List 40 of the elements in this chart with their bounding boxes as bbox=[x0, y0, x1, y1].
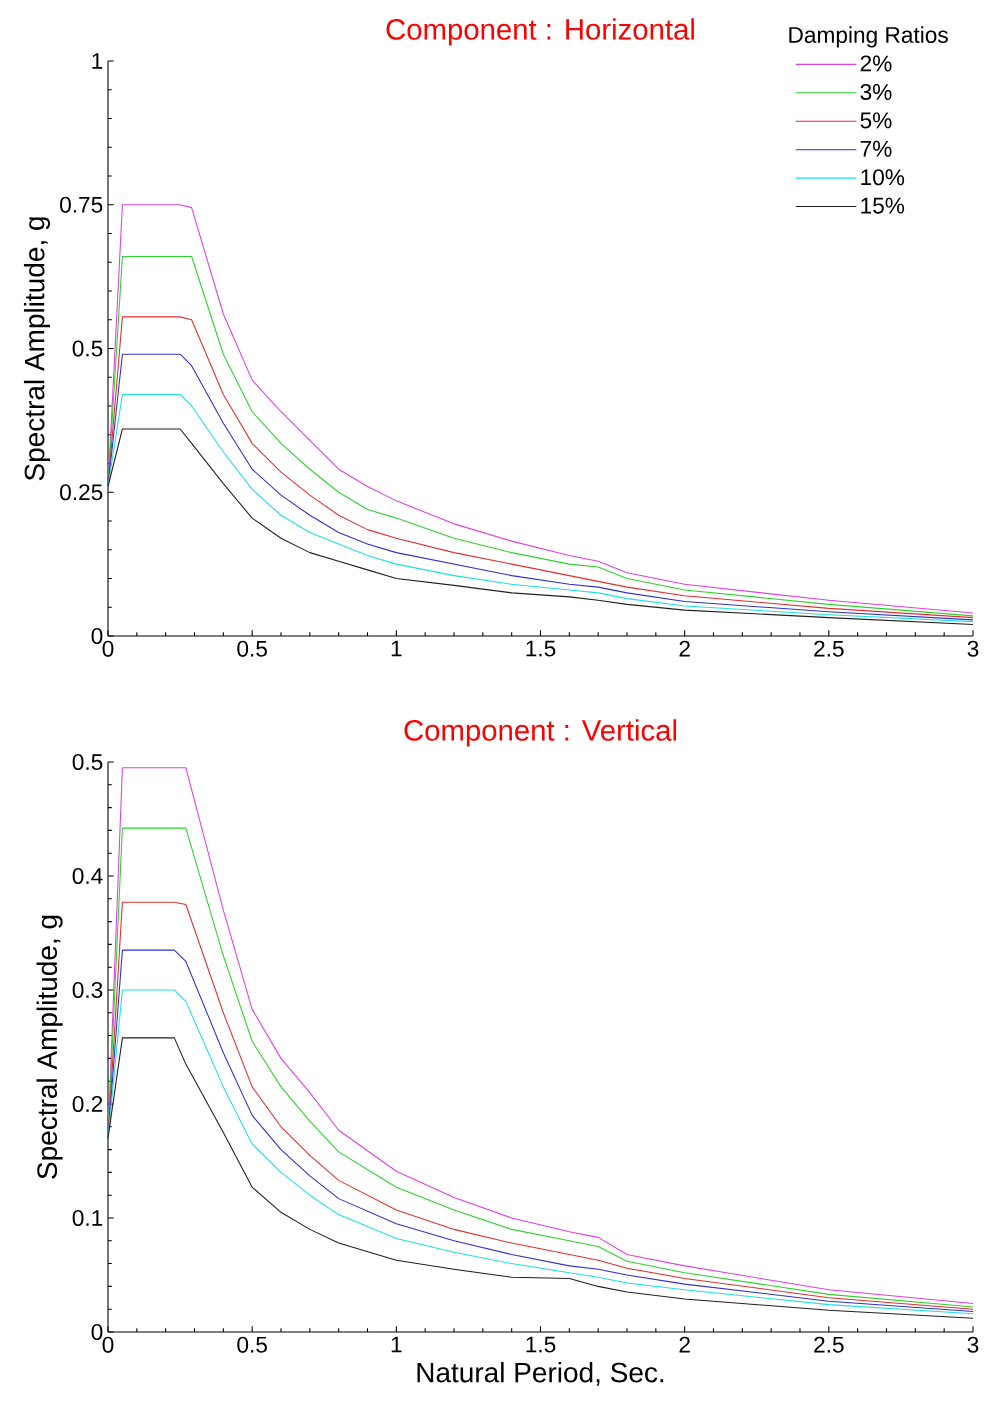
x-tick-label: 0.5 bbox=[237, 1336, 267, 1353]
legend-label: 7% bbox=[860, 140, 892, 157]
y-tick-label: 0 bbox=[91, 627, 103, 645]
line-series bbox=[107, 1037, 974, 1319]
x-tick-label: 1 bbox=[391, 640, 402, 657]
x-tick-label: 1 bbox=[391, 1336, 402, 1353]
x-tick-label: 0 bbox=[102, 1336, 114, 1353]
chart-title: Component : Horizontal bbox=[386, 18, 694, 46]
y-tick-label: 0 bbox=[91, 1323, 103, 1341]
x-axis-title: Natural Period, Sec. bbox=[417, 1361, 664, 1386]
legend-label: 5% bbox=[860, 112, 892, 129]
x-tick-label: 0.5 bbox=[237, 640, 267, 657]
line-series bbox=[107, 428, 974, 626]
y-tick-label: 0.3 bbox=[72, 981, 103, 999]
y-axis-title: Spectral Amplitude, g bbox=[23, 217, 51, 481]
chart-title: Component : Vertical bbox=[404, 719, 677, 747]
y-tick-label: 1 bbox=[92, 53, 103, 69]
x-tick-label: 2.5 bbox=[814, 1336, 844, 1353]
x-tick-label: 3 bbox=[967, 1336, 979, 1353]
legend-label: 10% bbox=[861, 169, 905, 186]
x-tick-label: 1.5 bbox=[526, 1336, 556, 1353]
legend-title: Damping Ratios bbox=[789, 26, 948, 48]
x-tick-label: 1.5 bbox=[526, 640, 556, 657]
y-tick-label: 0.5 bbox=[72, 753, 103, 771]
legend-label: 15% bbox=[861, 197, 905, 214]
x-tick-label: 2 bbox=[679, 1336, 690, 1353]
x-tick-label: 2.5 bbox=[814, 640, 844, 657]
y-tick-label: 0.4 bbox=[72, 867, 103, 885]
y-axis-title: Spectral Amplitude, g bbox=[36, 915, 63, 1179]
x-tick-label: 3 bbox=[967, 640, 979, 657]
x-tick-label: 0 bbox=[102, 640, 114, 657]
y-tick-label: 0.2 bbox=[72, 1095, 103, 1113]
legend-label: 3% bbox=[860, 83, 892, 100]
y-tick-label: 0.75 bbox=[60, 196, 103, 213]
y-tick-label: 0.1 bbox=[72, 1209, 103, 1227]
legend-label: 2% bbox=[860, 55, 892, 72]
y-tick-label: 0.5 bbox=[72, 340, 103, 357]
x-tick-label: 2 bbox=[679, 640, 690, 657]
line-series bbox=[107, 393, 974, 623]
y-tick-label: 0.25 bbox=[60, 484, 103, 501]
